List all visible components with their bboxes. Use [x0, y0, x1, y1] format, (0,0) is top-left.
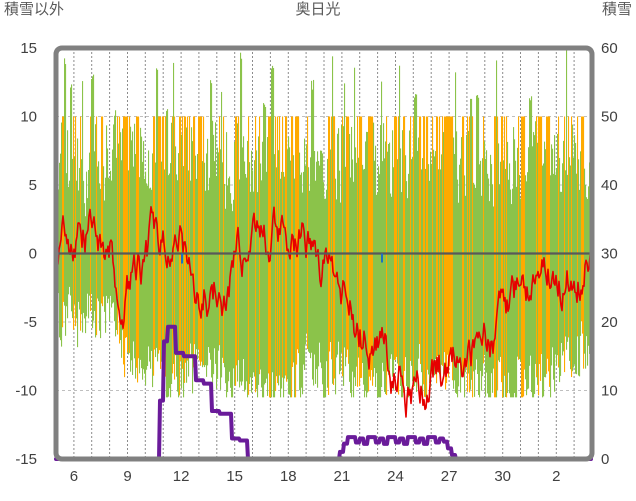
svg-text:18: 18 [280, 468, 297, 485]
svg-text:40: 40 [601, 177, 618, 194]
svg-text:積雪以外: 積雪以外 [4, 1, 64, 18]
svg-text:30: 30 [601, 246, 618, 263]
svg-text:12: 12 [173, 468, 190, 485]
svg-text:10: 10 [20, 109, 37, 126]
svg-text:6: 6 [70, 468, 78, 485]
svg-text:60: 60 [601, 40, 618, 57]
svg-text:15: 15 [226, 468, 243, 485]
svg-text:-10: -10 [15, 383, 37, 400]
svg-text:5: 5 [29, 177, 37, 194]
svg-text:27: 27 [441, 468, 458, 485]
svg-text:24: 24 [387, 468, 404, 485]
svg-text:20: 20 [601, 314, 618, 331]
svg-text:0: 0 [29, 246, 37, 263]
svg-text:-15: -15 [15, 451, 37, 468]
svg-text:9: 9 [123, 468, 131, 485]
svg-text:積雪: 積雪 [602, 1, 632, 18]
svg-text:10: 10 [601, 383, 618, 400]
svg-text:21: 21 [334, 468, 351, 485]
svg-text:-5: -5 [24, 314, 37, 331]
svg-text:15: 15 [20, 40, 37, 57]
svg-text:30: 30 [494, 468, 511, 485]
svg-text:50: 50 [601, 109, 618, 126]
svg-text:2: 2 [552, 468, 560, 485]
svg-text:奥日光: 奥日光 [295, 1, 340, 18]
svg-text:0: 0 [601, 451, 609, 468]
